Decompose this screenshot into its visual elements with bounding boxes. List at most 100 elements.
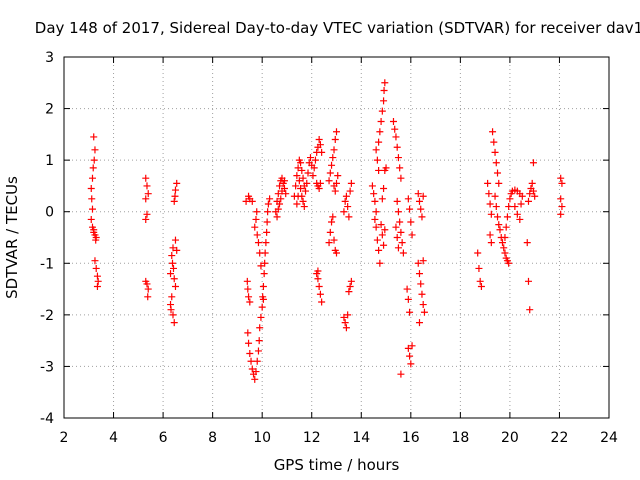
data-point: [495, 179, 503, 187]
x-tick-label: 12: [303, 430, 321, 446]
data-point: [492, 203, 500, 211]
data-point: [245, 192, 253, 200]
x-tick-label: 8: [208, 430, 217, 446]
data-point: [526, 190, 534, 198]
x-tick-label: 10: [253, 430, 271, 446]
data-point: [333, 128, 340, 136]
data-point: [245, 339, 253, 347]
data-point: [334, 172, 342, 180]
data-point: [418, 290, 426, 298]
data-point: [371, 197, 379, 205]
data-point: [341, 319, 349, 327]
data-point: [248, 365, 256, 373]
data-point: [487, 210, 495, 218]
data-point: [382, 164, 390, 172]
data-point: [558, 203, 566, 211]
data-point: [494, 169, 502, 177]
data-point: [259, 282, 267, 290]
data-point: [142, 195, 150, 203]
data-point: [511, 203, 519, 211]
data-point: [331, 136, 339, 144]
data-point: [88, 195, 96, 203]
data-point: [418, 213, 426, 221]
data-point: [171, 192, 179, 200]
data-point: [328, 218, 336, 226]
data-point: [373, 156, 381, 164]
data-point: [414, 190, 422, 198]
data-point: [377, 221, 385, 229]
data-point: [340, 208, 348, 216]
x-tick-label: 14: [352, 430, 370, 446]
data-point: [419, 192, 427, 200]
y-tick-label: 2: [45, 102, 54, 118]
data-point: [485, 190, 493, 198]
data-point: [245, 293, 253, 301]
data-point: [376, 128, 384, 136]
y-tick-label: -3: [40, 359, 54, 375]
data-point: [378, 195, 386, 203]
data-point: [489, 128, 497, 136]
data-point: [524, 277, 532, 285]
data-point: [528, 179, 536, 187]
data-point: [173, 246, 181, 254]
data-point: [516, 215, 524, 223]
data-point: [170, 319, 178, 327]
data-point: [417, 205, 425, 213]
x-tick-label: 22: [551, 430, 569, 446]
data-point: [263, 228, 271, 236]
data-point: [378, 231, 386, 239]
chart-title: Day 148 of 2017, Sidereal Day-to-day VTE…: [35, 19, 640, 37]
data-point: [389, 117, 397, 125]
x-tick-label: 2: [60, 430, 69, 446]
data-point: [171, 282, 179, 290]
data-point: [502, 223, 510, 231]
data-point: [372, 223, 380, 231]
data-point: [375, 166, 383, 174]
data-point: [142, 174, 150, 182]
data-point: [299, 174, 307, 182]
data-point: [277, 195, 285, 203]
data-point: [314, 275, 322, 283]
data-point: [347, 179, 355, 187]
data-point: [529, 187, 537, 195]
data-point: [93, 282, 101, 290]
x-tick-label: 24: [600, 430, 618, 446]
data-point: [505, 259, 513, 267]
data-point: [266, 195, 274, 203]
data-point: [380, 241, 388, 249]
data-point: [295, 177, 303, 185]
data-point: [169, 244, 177, 252]
data-point: [253, 208, 261, 216]
data-point: [491, 148, 499, 156]
data-point: [372, 146, 380, 154]
data-point: [408, 342, 416, 350]
data-point: [143, 280, 151, 288]
data-point: [392, 223, 400, 231]
data-point: [406, 205, 414, 213]
data-point: [243, 277, 251, 285]
data-point: [310, 164, 318, 172]
data-point: [399, 249, 407, 257]
data-point: [501, 234, 509, 241]
data-point: [330, 146, 338, 154]
data-point: [143, 182, 151, 190]
data-point: [380, 97, 388, 105]
data-point: [316, 141, 324, 149]
data-point: [500, 244, 508, 252]
data-point: [299, 197, 307, 205]
data-point: [293, 200, 301, 208]
data-point: [171, 236, 179, 244]
data-points: [87, 79, 566, 383]
data-point: [330, 236, 338, 244]
data-point: [253, 231, 261, 239]
data-point: [344, 311, 352, 319]
data-point: [393, 197, 401, 205]
data-point: [272, 208, 280, 216]
data-point: [381, 226, 389, 234]
data-point: [404, 344, 412, 352]
data-point: [328, 161, 336, 169]
data-point: [144, 190, 152, 198]
data-point: [496, 226, 504, 234]
data-point: [248, 197, 256, 205]
y-tick-label: 3: [45, 50, 54, 66]
